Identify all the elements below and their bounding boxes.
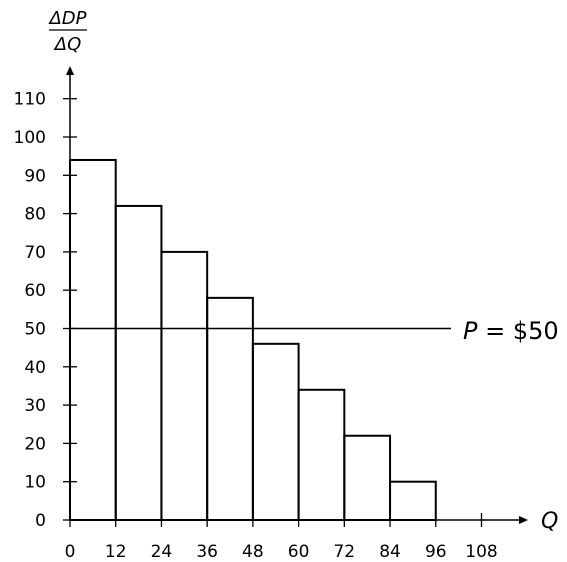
y-axis-arrow [66, 66, 74, 75]
x-tick-label-36: 36 [196, 542, 218, 562]
y-tick-label-20: 20 [24, 434, 46, 454]
bar-2 [160, 250, 209, 521]
bar-5 [297, 388, 346, 521]
y-tick-label-30: 30 [24, 396, 46, 416]
x-tick-label-24: 24 [151, 542, 173, 562]
axes [66, 66, 528, 524]
y-axis-title: ΔDP ΔQ [47, 8, 87, 55]
y-axis-title-denominator: ΔQ [53, 34, 81, 55]
y-tick-label-10: 10 [24, 473, 46, 493]
price-line-label-symbol: P [463, 317, 478, 345]
y-tick-label-110: 110 [14, 90, 46, 110]
price-line-label-equals: = [477, 317, 512, 345]
x-tick-label-12: 12 [105, 542, 127, 562]
y-tick-label-0: 0 [35, 511, 46, 531]
y-tick-label-40: 40 [24, 358, 46, 378]
x-axis-arrow [519, 516, 528, 524]
bar-7 [389, 480, 437, 522]
bar-6 [343, 434, 392, 521]
y-axis-title-numerator: ΔDP [47, 8, 86, 29]
x-axis-title: Q [541, 509, 558, 534]
y-tick-label-60: 60 [24, 281, 46, 301]
y-tick-label-50: 50 [24, 320, 46, 340]
y-tick-label-70: 70 [24, 243, 46, 263]
price-line-label-value: $50 [513, 317, 559, 345]
bar-1 [114, 204, 163, 521]
bars [69, 158, 437, 522]
x-tick-label-84: 84 [379, 542, 401, 562]
y-tick-label-80: 80 [24, 205, 46, 225]
y-tick-label-90: 90 [24, 166, 46, 186]
y-tick-label-100: 100 [14, 128, 46, 148]
x-tick-label-96: 96 [425, 542, 447, 562]
x-tick-label-0: 0 [65, 542, 76, 562]
ticks: 0 12 24 36 48 60 72 84 96 108 0 10 20 30 40 50 60 70 80 90 1… [14, 90, 498, 562]
bar-3 [206, 296, 254, 521]
x-tick-label-72: 72 [333, 542, 355, 562]
x-tick-label-108: 108 [465, 542, 497, 562]
bar-4 [251, 342, 300, 521]
price-line-label: P = $50 [463, 317, 559, 345]
x-tick-label-48: 48 [242, 542, 264, 562]
x-tick-label-60: 60 [288, 542, 310, 562]
